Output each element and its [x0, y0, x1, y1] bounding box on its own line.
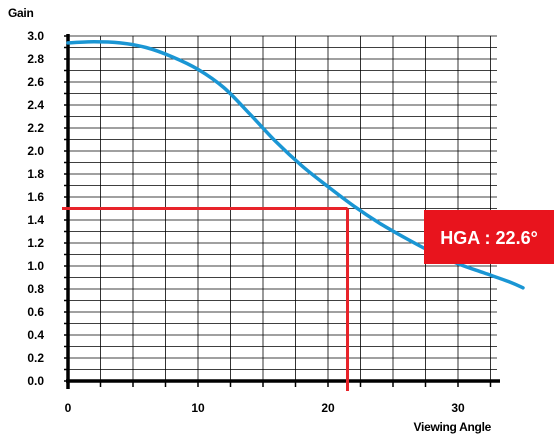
reference-lines [62, 207, 349, 391]
tick-labels: 0.0 0.2 0.4 0.6 0.8 1.0 1.2 1.4 1.6 1.8 2.0 2.2 2.4 2… [27, 29, 465, 415]
y-tick-label: 0.0 [27, 374, 44, 388]
y-tick-label: 1.8 [27, 167, 44, 181]
y-tick-label: 0.8 [27, 282, 44, 296]
hga-annotation-box [424, 210, 554, 264]
y-tick-label: 0.6 [27, 305, 44, 319]
y-tick-label: 2.2 [27, 121, 44, 135]
x-tick-label: 30 [451, 401, 465, 415]
x-tick-label: 20 [321, 401, 335, 415]
x-tick-label: 0 [65, 401, 72, 415]
y-tick-label: 2.8 [27, 52, 44, 66]
y-tick-label: 2.4 [27, 98, 44, 112]
y-tick-label: 2.0 [27, 144, 44, 158]
y-tick-label: 1.4 [27, 213, 44, 227]
y-tick-label: 3.0 [27, 29, 44, 43]
hga-annotation-text: HGA : 22.6° [440, 228, 538, 248]
hga-annotation: HGA : 22.6° [424, 210, 554, 264]
y-tick-label: 1.2 [27, 236, 44, 250]
y-tick-label: 1.6 [27, 190, 44, 204]
y-tick-label: 0.4 [27, 328, 44, 342]
y-tick-label: 0.2 [27, 351, 44, 365]
axes [64, 34, 500, 389]
y-axis-title: Gain [8, 6, 33, 20]
y-tick-label: 2.6 [27, 75, 44, 89]
y-tick-label: 1.0 [27, 259, 44, 273]
x-axis-title: Viewing Angle [414, 420, 492, 434]
x-tick-label: 10 [191, 401, 205, 415]
